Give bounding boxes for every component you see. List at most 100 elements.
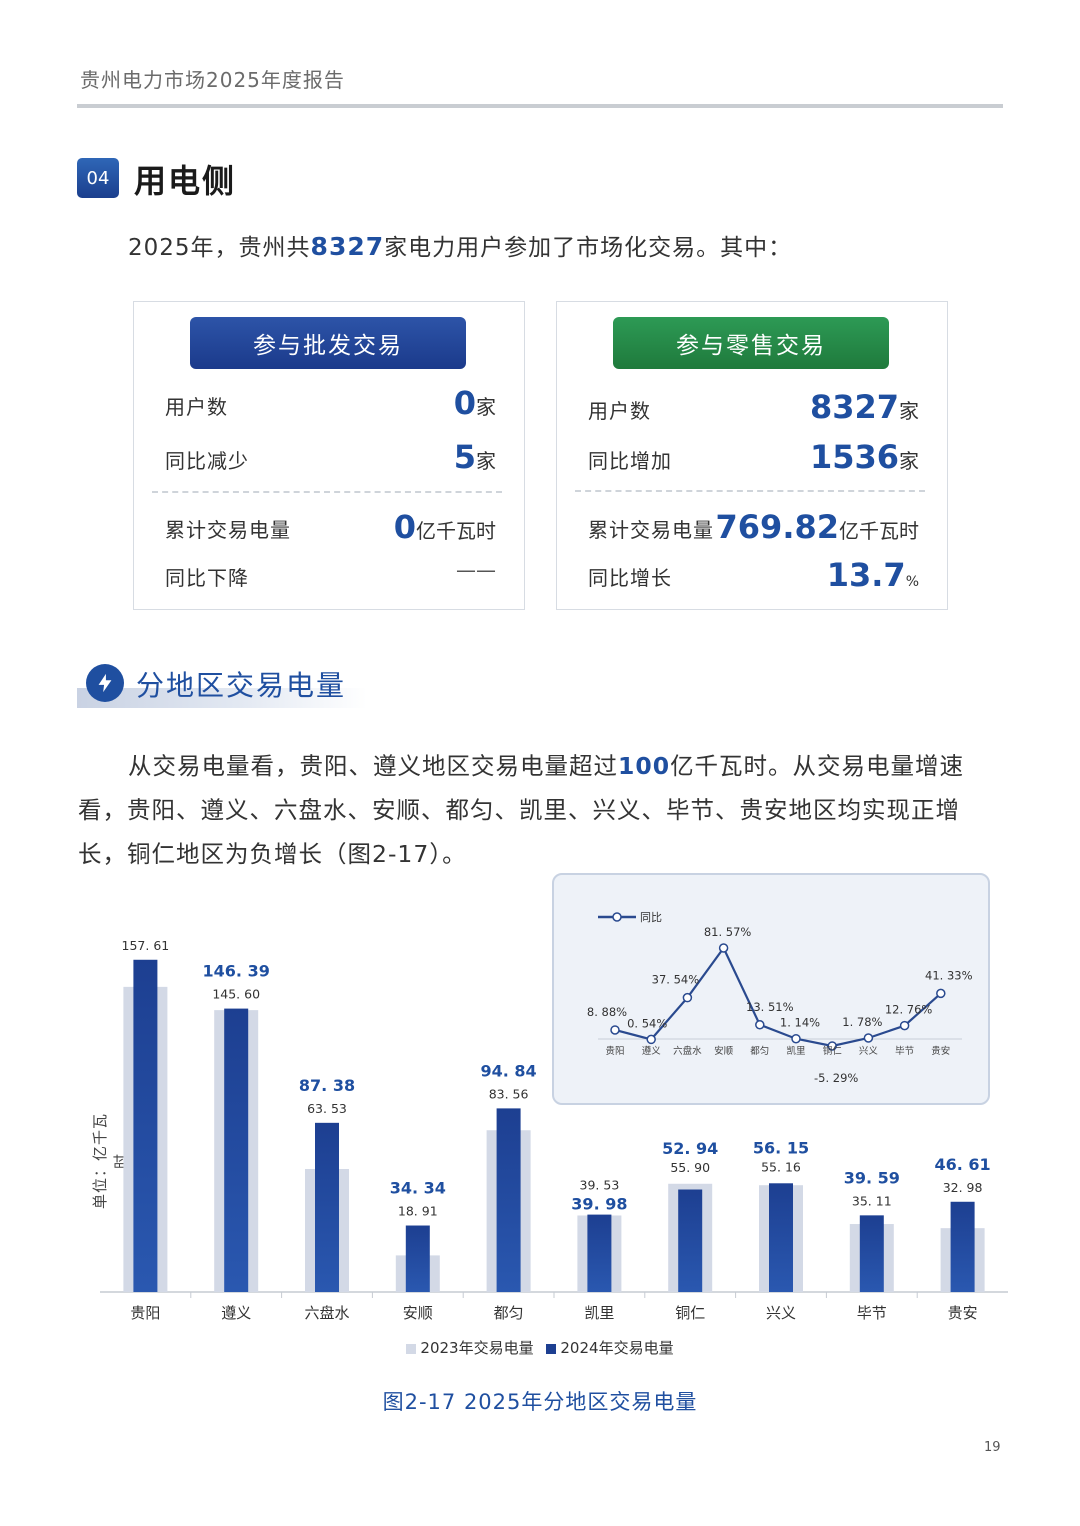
yoy-data-label: 0. 54% — [627, 1016, 667, 1030]
wholesale-value-change: 5家 — [453, 438, 496, 476]
wholesale-divider — [152, 491, 502, 493]
intro-text: 2025年，贵州共8327家电力用户参加了市场化交易。其中： — [128, 228, 792, 262]
retail-title: 参与零售交易 — [613, 317, 889, 369]
yoy-series-line — [614, 945, 942, 1048]
wholesale-label-users: 用户数 — [165, 395, 228, 419]
legend-swatch-2024 — [546, 1343, 557, 1354]
yoy-x-tick-label: 兴义 — [859, 1046, 879, 1057]
retail-value-volume: 769.82亿千瓦时 — [715, 508, 919, 546]
yoy-point — [718, 943, 729, 953]
yoy-line-chart-panel: 同比 8. 88% 贵阳 0. 54% 遵义 37. 54% 六盘水 81. 57% 安顺 13.… — [552, 873, 990, 1105]
retail-label-volume: 累计交易电量 — [588, 518, 714, 542]
retail-value-users: 8327家 — [809, 388, 919, 426]
yoy-point — [936, 988, 946, 999]
wholesale-value-volume: 0亿千瓦时 — [393, 508, 496, 546]
intro-before: 2025年，贵州共 — [128, 235, 311, 261]
retail-label-growth: 同比增长 — [588, 566, 672, 590]
subsection-underline — [77, 688, 367, 708]
retail-value-growth: 13.7% — [826, 556, 919, 594]
wholesale-label-volume: 累计交易电量 — [165, 518, 291, 542]
legend-label-2024: 2024年交易电量 — [560, 1339, 674, 1357]
yoy-x-tick-label: 六盘水 — [673, 1045, 702, 1057]
x-tick-label: 毕节 — [857, 1304, 887, 1322]
x-tick-label: 安顺 — [403, 1304, 433, 1322]
yoy-x-tick-label: 铜仁 — [823, 1045, 843, 1057]
data-label-2024: 94. 84 — [481, 1061, 537, 1080]
data-label-2024: 56. 15 — [753, 1138, 809, 1157]
page-number: 19 — [984, 1440, 1001, 1455]
data-label-2024: 146. 39 — [203, 962, 270, 981]
legend-label-yoy: 同比 — [640, 911, 662, 924]
yoy-x-tick-label: 贵阳 — [605, 1045, 624, 1057]
legend-label-2023: 2023年交易电量 — [420, 1339, 534, 1357]
bar-2024 — [587, 1214, 612, 1292]
bar-2024 — [950, 1201, 975, 1292]
yoy-point — [791, 1033, 801, 1044]
yoy-data-label: 1. 14% — [780, 1016, 820, 1030]
yoy-x-tick-label: 遵义 — [642, 1045, 662, 1057]
bar-chart-legend: 2023年交易电量 2024年交易电量 — [0, 1337, 1080, 1358]
bar-2024 — [224, 1008, 249, 1292]
data-label-2023: 18. 91 — [398, 1204, 438, 1219]
yoy-point — [682, 992, 693, 1003]
yoy-data-label: 81. 57% — [704, 925, 752, 939]
x-tick-label: 凯里 — [584, 1304, 614, 1322]
yoy-data-label: 13. 51% — [746, 1000, 794, 1014]
yoy-x-tick-label: 贵安 — [931, 1045, 950, 1057]
yoy-point — [646, 1034, 656, 1045]
yoy-point — [610, 1025, 620, 1035]
section-number-badge: 04 — [77, 158, 119, 198]
legend-marker — [612, 912, 622, 922]
data-label-2023: 145. 60 — [212, 987, 260, 1002]
data-label-2023: 63. 53 — [307, 1101, 347, 1116]
x-tick-label: 贵阳 — [130, 1304, 160, 1322]
retail-label-change: 同比增加 — [588, 449, 672, 473]
report-header-title: 贵州电力市场2025年度报告 — [80, 68, 345, 92]
x-tick-label: 都匀 — [494, 1304, 524, 1322]
yoy-x-tick-label: 安顺 — [714, 1045, 734, 1057]
lightning-icon — [86, 664, 124, 702]
data-label-2024: 52. 94 — [662, 1139, 718, 1158]
x-tick-label: 兴义 — [766, 1304, 796, 1322]
intro-highlight: 8327 — [310, 232, 385, 261]
bar-2024 — [769, 1183, 793, 1292]
retail-label-users: 用户数 — [588, 399, 651, 423]
data-label-2023: 39. 53 — [580, 1177, 620, 1192]
data-label-2024: 39. 98 — [571, 1194, 627, 1213]
yoy-line-chart: 同比 8. 88% 贵阳 0. 54% 遵义 37. 54% 六盘水 81. 57% 安顺 13.… — [587, 911, 973, 1085]
bar-2024 — [496, 1108, 521, 1292]
data-label-2023: 55. 90 — [670, 1160, 710, 1175]
yoy-point — [755, 1020, 765, 1030]
yoy-data-label: 1. 78% — [842, 1015, 882, 1029]
wholesale-label-change: 同比减少 — [165, 449, 249, 473]
x-tick-label: 贵安 — [948, 1304, 978, 1322]
bar-2024 — [405, 1225, 430, 1292]
yoy-data-label: 37. 54% — [652, 973, 700, 987]
figure-caption: 图2-17 2025年分地区交易电量 — [382, 1390, 698, 1414]
bar-2024 — [678, 1189, 703, 1292]
retail-value-change: 1536家 — [809, 438, 919, 476]
data-label-2023: 35. 11 — [852, 1193, 892, 1208]
intro-after: 家电力用户参加了市场化交易。其中： — [384, 235, 793, 261]
data-label-2023: 32. 98 — [943, 1180, 983, 1195]
bar-2024 — [133, 959, 158, 1292]
retail-divider — [575, 490, 925, 492]
bar-2024 — [315, 1122, 339, 1292]
data-label-2024: 87. 38 — [299, 1076, 355, 1095]
subsection-title: 分地区交易电量 — [136, 669, 347, 702]
yoy-data-label: 41. 33% — [925, 968, 973, 982]
data-label-2024: 46. 61 — [935, 1155, 991, 1174]
wholesale-label-decline: 同比下降 — [165, 566, 249, 590]
yoy-data-label: 8. 88% — [587, 1005, 627, 1019]
header-divider — [77, 104, 1003, 108]
yoy-x-tick-label: 都匀 — [750, 1045, 769, 1057]
x-tick-label: 铜仁 — [675, 1304, 705, 1322]
data-label-2023: 55. 16 — [761, 1159, 801, 1174]
data-label-2023: 83. 56 — [489, 1086, 529, 1101]
yoy-data-label: 12. 76% — [885, 1003, 933, 1017]
x-tick-label: 遵义 — [221, 1304, 251, 1322]
wholesale-value-decline: —— — [456, 558, 496, 582]
yoy-point — [863, 1033, 874, 1043]
data-label-2024: 39. 59 — [844, 1168, 900, 1187]
